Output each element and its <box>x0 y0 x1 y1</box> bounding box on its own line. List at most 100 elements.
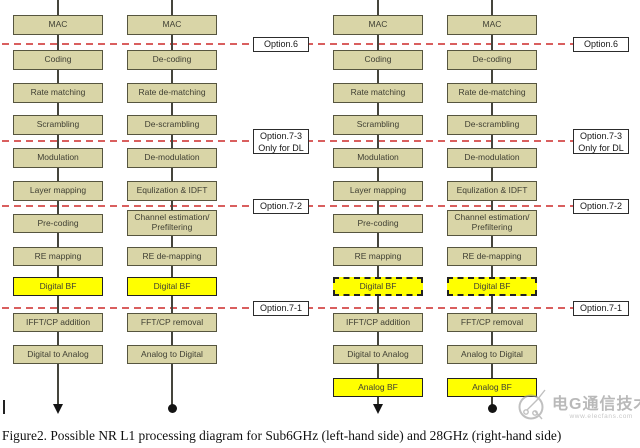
connector-line <box>171 236 173 247</box>
option-divider-line <box>306 140 573 142</box>
option-divider-line <box>306 205 573 207</box>
dot-terminal <box>487 404 497 413</box>
option-label-text: Option.7-3 <box>579 131 623 141</box>
process-box-mac: MAC <box>447 15 537 35</box>
option-label-text: Option.7-3 <box>259 131 303 141</box>
text-cursor-artifact <box>3 400 5 414</box>
process-box-layer-mapping: Layer mapping <box>13 181 103 201</box>
option-label-option-6: Option.6 <box>253 37 309 52</box>
diagram-sub6ghz: MAC Coding Rate matching Scrambling Modulati… <box>0 0 320 426</box>
process-box-re-de-mapping: RE de-mapping <box>127 247 217 266</box>
option-label-option-7-1: Option.7-1 <box>573 301 629 316</box>
connector-line <box>377 364 379 378</box>
connector-line <box>57 332 59 345</box>
connector-line <box>171 266 173 277</box>
process-box-de-modulation: De-modulation <box>447 148 537 168</box>
arrow-down-terminal <box>373 404 383 414</box>
connector-line <box>377 233 379 247</box>
connector-line <box>491 135 493 148</box>
option-label-option-6: Option.6 <box>573 37 629 52</box>
process-box-ifft-cp-addition: IFFT/CP addition <box>333 313 423 332</box>
connector-line <box>57 0 59 15</box>
connector-line <box>491 332 493 345</box>
option-sublabel-text: Only for DL <box>578 142 624 153</box>
option-label-text: Option.7-2 <box>259 201 303 211</box>
process-box-re-mapping: RE mapping <box>13 247 103 266</box>
option-label-option-7-3: Option.7-3 Only for DL <box>253 129 309 154</box>
process-box-de-scrambling: De-scrambling <box>127 115 217 135</box>
process-box-label: Channel estimation/ <box>134 212 210 223</box>
process-box-modulation: Modulation <box>333 148 423 168</box>
connector-line <box>491 397 493 405</box>
option-divider-line <box>306 307 573 309</box>
connector-line <box>377 397 379 405</box>
watermark-brand: 电G通信技术 <box>552 396 640 413</box>
option-divider-line <box>2 43 253 45</box>
process-box-scrambling: Scrambling <box>13 115 103 135</box>
process-box-analog-to-digital: Analog to Digital <box>127 345 217 364</box>
connector-line <box>171 364 173 405</box>
connector-line <box>491 201 493 210</box>
option-label-option-7-1: Option.7-1 <box>253 301 309 316</box>
process-box-layer-mapping: Layer mapping <box>333 181 423 201</box>
connector-line <box>491 266 493 277</box>
process-box-rate-de-matching: Rate de-matching <box>127 83 217 103</box>
process-box-channel-estimation-prefiltering: Channel estimation/Prefiltering <box>447 210 537 236</box>
connector-line <box>377 35 379 50</box>
connector-line <box>377 332 379 345</box>
connector-line <box>377 103 379 115</box>
connector-line <box>171 168 173 181</box>
connector-line <box>57 35 59 50</box>
process-box-label: Prefiltering <box>151 222 193 232</box>
option-divider-line <box>2 307 253 309</box>
process-box-re-de-mapping: RE de-mapping <box>447 247 537 266</box>
process-box-label: Prefiltering <box>471 222 513 232</box>
process-box-de-coding: De-coding <box>447 50 537 70</box>
option-divider-line <box>306 43 573 45</box>
connector-line <box>377 201 379 214</box>
dot-terminal <box>167 404 177 413</box>
process-box-pre-coding: Pre-coding <box>13 214 103 233</box>
process-box-scrambling: Scrambling <box>333 115 423 135</box>
process-box-de-scrambling: De-scrambling <box>447 115 537 135</box>
process-box-coding: Coding <box>333 50 423 70</box>
connector-line <box>171 103 173 115</box>
connector-line <box>57 103 59 115</box>
diagram-28ghz: MAC Coding Rate matching Scrambling Modulati… <box>306 0 640 426</box>
watermark: 电G通信技术 www.elecfans.com <box>516 386 640 422</box>
option-label-text: Option.6 <box>263 39 299 49</box>
connector-line <box>491 0 493 15</box>
watermark-text: 电G通信技术 www.elecfans.com <box>552 390 640 420</box>
connector-line <box>57 135 59 148</box>
connector-line <box>57 201 59 214</box>
connector-line <box>171 0 173 15</box>
process-box-fft-cp-removal: FFT/CP removal <box>447 313 537 332</box>
process-box-analog-bf: Analog BF <box>447 378 537 397</box>
process-box-coding: Coding <box>13 50 103 70</box>
option-sublabel-text: Only for DL <box>258 142 304 153</box>
connector-line <box>171 135 173 148</box>
process-box-digital-to-analog: Digital to Analog <box>13 345 103 364</box>
transistor-logo-icon <box>518 389 546 420</box>
connector-line <box>377 296 379 313</box>
option-label-text: Option.7-1 <box>259 303 303 313</box>
process-box-digital-to-analog: Digital to Analog <box>333 345 423 364</box>
connector-line <box>491 296 493 313</box>
figure-caption: Figure2. Possible NR L1 processing diagr… <box>2 428 562 443</box>
process-box-channel-estimation-prefiltering: Channel estimation/Prefiltering <box>127 210 217 236</box>
connector-line <box>57 70 59 83</box>
connector-line <box>57 266 59 277</box>
process-box-equlization-idft: Equlization & IDFT <box>127 181 217 201</box>
connector-line <box>377 266 379 277</box>
process-box-digital-bf: Digital BF <box>13 277 103 296</box>
connector-line <box>491 70 493 83</box>
connector-line <box>171 296 173 313</box>
connector-line <box>57 296 59 313</box>
option-label-option-7-3: Option.7-3 Only for DL <box>573 129 629 154</box>
arrow-down-terminal <box>53 404 63 414</box>
connector-line <box>491 103 493 115</box>
connector-line <box>171 35 173 50</box>
connector-line <box>57 168 59 181</box>
process-box-modulation: Modulation <box>13 148 103 168</box>
connector-line <box>491 35 493 50</box>
